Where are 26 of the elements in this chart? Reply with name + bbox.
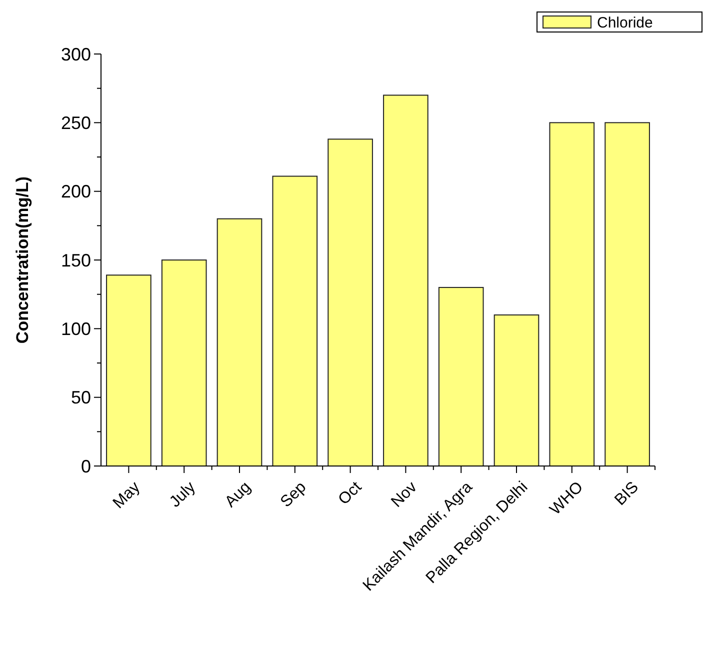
x-tick-label: July	[166, 478, 199, 511]
legend-label: Chloride	[597, 14, 653, 32]
bar	[438, 286, 484, 466]
x-tick-label: Nov	[388, 478, 420, 511]
y-axis-title: Concentration(mg/L)	[13, 176, 32, 344]
y-tick-label: 150	[60, 250, 91, 270]
bar	[216, 218, 262, 466]
y-tick-label: 50	[70, 388, 91, 408]
x-tick-label: Sep	[277, 478, 310, 511]
y-tick-label: 250	[60, 112, 91, 133]
y-tick-label: 0	[80, 456, 91, 476]
x-tick-label: Oct	[335, 478, 366, 508]
bar	[328, 138, 373, 466]
bar	[549, 122, 595, 466]
x-tick-label: May	[110, 478, 144, 512]
bar	[272, 176, 318, 466]
y-tick-label: 300	[60, 44, 91, 64]
bar	[106, 274, 152, 466]
x-tick-label: BIS	[612, 478, 642, 509]
x-tick-label: Aug	[222, 478, 254, 511]
y-tick-label: 200	[60, 182, 91, 202]
bar	[383, 94, 428, 466]
bar	[604, 122, 650, 466]
y-tick-label: 100	[60, 318, 91, 339]
bar	[494, 314, 540, 466]
bar	[161, 260, 207, 466]
